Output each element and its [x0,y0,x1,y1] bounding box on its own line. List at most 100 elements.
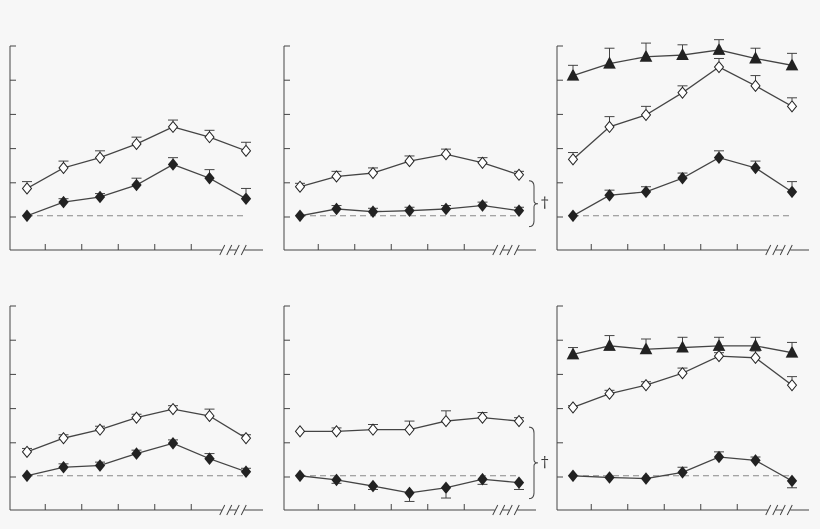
point-open-diamond [58,431,69,445]
axis-break-slash [240,244,247,256]
point-filled-diamond [204,171,215,185]
axis-break [506,244,520,256]
point-open-diamond [713,349,725,363]
point-filled-diamond [331,202,342,216]
point-open-diamond [750,79,761,93]
axis-break-slash [233,244,240,256]
point-filled-diamond [58,460,69,474]
point-triangle [676,340,689,353]
point-open-diamond [440,414,452,428]
point-filled-diamond [94,459,106,472]
series-filled-diamond [21,157,252,223]
axis-break-slash [492,504,499,516]
point-triangle [785,58,799,71]
point-filled-diamond [167,437,179,450]
point-open-diamond [640,378,652,392]
point-open-diamond [567,153,579,166]
point-filled-diamond [294,469,306,483]
point-filled-diamond [294,209,306,223]
point-triangle [639,342,653,355]
axis-break [765,244,779,256]
point-open-diamond [240,431,252,445]
axis-break [492,244,506,256]
axis-break-slash [513,244,520,256]
panel-bottom-left [9,305,263,516]
point-open-diamond [440,147,452,161]
point-filled-diamond [331,473,342,487]
axis-break [779,244,793,256]
point-filled-diamond [750,161,761,175]
point-open-diamond [94,423,106,436]
axis-break-slash [240,504,247,516]
axis-break-slash [765,504,772,516]
series-filled-diamond [294,469,525,502]
point-filled-diamond [477,472,488,486]
point-filled-diamond [21,209,33,223]
series-line [572,66,793,160]
axis-break-gap [767,244,776,256]
point-filled-diamond [167,158,179,171]
panel-bottom-right [556,305,809,516]
point-filled-diamond [640,472,652,485]
point-triangle [639,49,653,62]
point-filled-diamond [567,209,579,223]
point-open-diamond [294,425,306,438]
point-filled-diamond [786,185,798,199]
series-filled-diamond [567,450,798,489]
point-open-diamond [204,130,215,144]
point-open-diamond [513,414,525,428]
axis-break-slash [786,504,793,516]
point-filled-diamond [604,188,615,202]
point-triangle [712,42,726,55]
point-open-diamond [94,151,106,164]
point-filled-diamond [21,469,33,483]
series-open-diamond [21,402,252,459]
axis-break-slash [219,244,226,256]
panel-bottom-middle: † [283,305,549,516]
point-filled-diamond [131,447,142,460]
axis-break [233,244,247,256]
point-triangle [566,347,580,360]
axis-break-gap [236,244,245,256]
axis-break-slash [499,504,506,516]
axis-break-slash [219,504,226,516]
axis-break [506,504,520,516]
point-open-diamond [131,137,142,151]
point-open-diamond [21,445,33,459]
point-open-diamond [677,86,688,99]
point-open-diamond [167,402,179,416]
point-filled-diamond [513,204,525,217]
point-filled-diamond [94,190,106,204]
axis-break-slash [226,244,233,256]
series-open-diamond [21,119,252,195]
point-open-diamond [640,108,652,122]
axis-break [492,504,506,516]
axis-break-slash [506,504,513,516]
series-open-diamond [294,147,525,194]
point-open-diamond [404,423,415,436]
axis-break [219,504,233,516]
axis-break-gap [782,244,791,256]
point-open-diamond [786,378,798,392]
series-line [572,355,793,409]
point-filled-diamond [367,479,379,493]
point-triangle [749,338,762,351]
axis-break-gap [767,504,776,516]
point-open-diamond [167,120,179,134]
point-filled-diamond [440,202,452,216]
point-open-diamond [567,401,579,414]
point-triangle [785,345,799,358]
point-filled-diamond [440,481,452,495]
series-filled-triangle [566,39,799,81]
point-triangle [749,51,762,64]
point-filled-diamond [367,205,379,218]
axis-break-slash [779,504,786,516]
point-filled-diamond [713,450,725,464]
axis-break-gap [509,244,518,256]
point-filled-diamond [640,185,652,199]
point-open-diamond [367,423,379,436]
axis-break-slash [765,244,772,256]
point-triangle [712,338,726,351]
series-open-diamond [294,410,525,438]
